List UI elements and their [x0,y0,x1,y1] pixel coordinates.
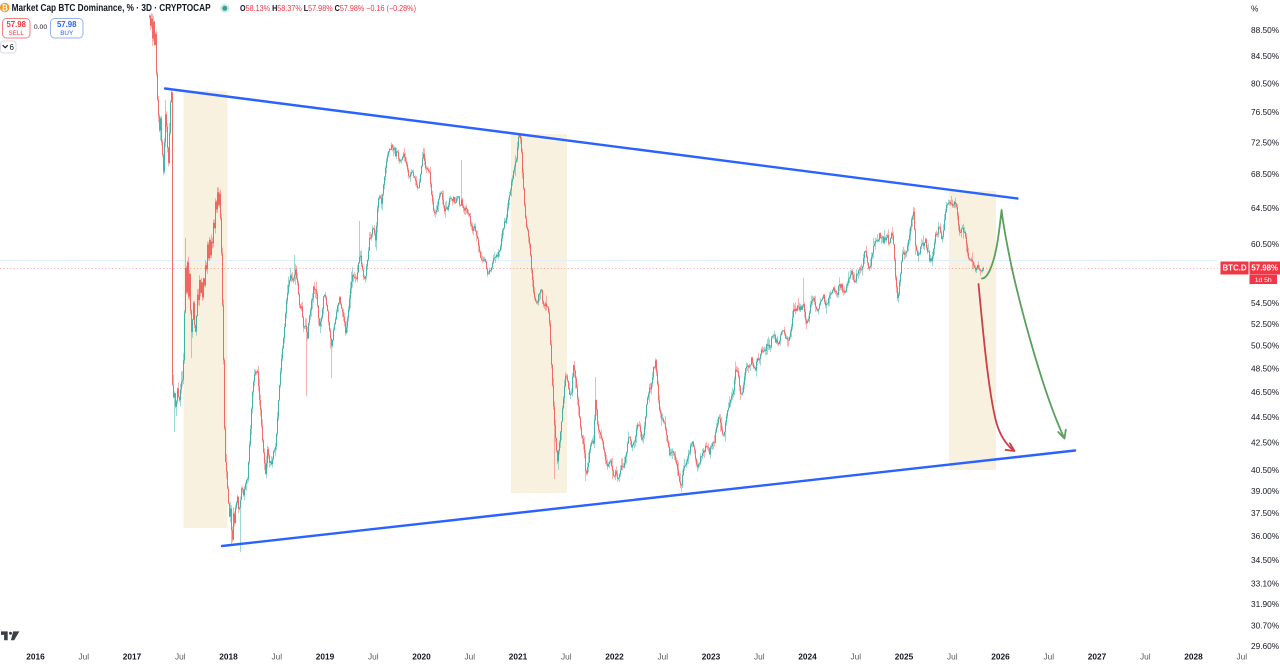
svg-text:Jul: Jul [561,652,572,662]
svg-text:52.50%: 52.50% [1251,319,1280,329]
svg-text:40.50%: 40.50% [1251,465,1280,475]
svg-text:Jul: Jul [850,652,861,662]
svg-text:2023: 2023 [702,652,721,662]
svg-text:36.00%: 36.00% [1251,531,1280,541]
svg-text:BUY: BUY [60,30,74,37]
svg-text:2016: 2016 [26,652,45,662]
svg-text:Jul: Jul [1140,652,1151,662]
svg-text:57.98: 57.98 [6,20,26,29]
svg-text:2017: 2017 [123,652,142,662]
svg-text:44.50%: 44.50% [1251,412,1280,422]
svg-text:2018: 2018 [219,652,238,662]
svg-text:84.50%: 84.50% [1251,51,1280,61]
svg-text:Jul: Jul [175,652,186,662]
svg-text:54.50%: 54.50% [1251,298,1280,308]
svg-text:Jul: Jul [947,652,958,662]
svg-text:29.60%: 29.60% [1251,641,1280,651]
svg-text:2027: 2027 [1088,652,1107,662]
svg-text:6: 6 [10,43,15,52]
svg-text:2024: 2024 [798,652,817,662]
svg-text:37.50%: 37.50% [1251,508,1280,518]
svg-text:60.50%: 60.50% [1251,239,1280,249]
svg-text:48.50%: 48.50% [1251,363,1280,373]
svg-text:2028: 2028 [1184,652,1203,662]
svg-text:Jul: Jul [78,652,89,662]
svg-text:Jul: Jul [1043,652,1054,662]
svg-text:64.50%: 64.50% [1251,203,1280,213]
svg-text:%: % [1251,4,1259,14]
svg-text:30.70%: 30.70% [1251,621,1280,631]
svg-text:2025: 2025 [895,652,914,662]
svg-text:₿: ₿ [2,3,8,12]
svg-text:34.50%: 34.50% [1251,555,1280,565]
svg-text:57.98%: 57.98% [1251,264,1278,273]
svg-text:BTC.D: BTC.D [1222,264,1246,273]
svg-text:42.50%: 42.50% [1251,438,1280,448]
svg-text:80.50%: 80.50% [1251,78,1280,88]
svg-text:2022: 2022 [605,652,624,662]
svg-text:50.50%: 50.50% [1251,341,1280,351]
svg-text:2019: 2019 [316,652,335,662]
svg-text:Jul: Jul [754,652,765,662]
svg-text:Jul: Jul [368,652,379,662]
svg-text:88.50%: 88.50% [1251,25,1280,35]
svg-text:O58.13% H58.37% L57.98% C57.98: O58.13% H58.37% L57.98% C57.98% −0.16 (−… [240,3,416,13]
svg-text:Jul: Jul [1236,652,1247,662]
svg-text:33.10%: 33.10% [1251,578,1280,588]
svg-text:72.50%: 72.50% [1251,137,1280,147]
svg-text:57.98: 57.98 [57,20,77,29]
svg-text:68.50%: 68.50% [1251,169,1280,179]
svg-text:Market Cap BTC Dominance, % ·: Market Cap BTC Dominance, % · 3D · CRYPT… [12,3,211,14]
svg-text:Jul: Jul [657,652,668,662]
svg-text:0.00: 0.00 [34,24,47,31]
svg-text:1d 5h: 1d 5h [1255,277,1272,284]
svg-text:2020: 2020 [412,652,431,662]
svg-text:39.00%: 39.00% [1251,486,1280,496]
svg-text:Jul: Jul [464,652,475,662]
svg-text:31.90%: 31.90% [1251,599,1280,609]
svg-text:2026: 2026 [991,652,1010,662]
svg-text:76.50%: 76.50% [1251,107,1280,117]
svg-text:SELL: SELL [8,30,24,37]
svg-text:46.50%: 46.50% [1251,387,1280,397]
svg-text:2021: 2021 [509,652,528,662]
svg-text:Jul: Jul [271,652,282,662]
